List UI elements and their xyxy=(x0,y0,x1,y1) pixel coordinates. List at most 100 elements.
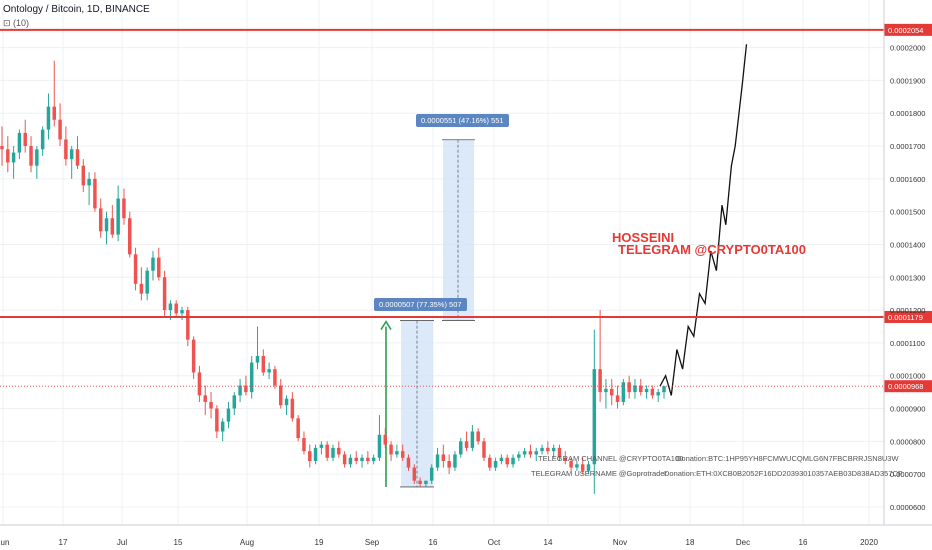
candle-body xyxy=(267,369,271,373)
candle-body xyxy=(29,146,33,166)
x-tick-label: 15 xyxy=(174,538,183,547)
candle-body xyxy=(35,149,39,166)
candle-body xyxy=(377,434,382,458)
x-tick-label: Jul xyxy=(117,538,127,547)
candle-body xyxy=(69,149,74,160)
candle-body xyxy=(232,395,237,409)
candle-body xyxy=(429,467,434,481)
candle-body xyxy=(633,385,637,393)
candle-body xyxy=(168,303,173,311)
candle-body xyxy=(261,356,266,373)
candle-body xyxy=(627,382,631,393)
candle-body xyxy=(639,385,643,393)
candle-body xyxy=(215,408,219,432)
candle-body xyxy=(116,198,120,235)
candle-body xyxy=(122,198,126,219)
y-tick-label: 0.0001700 xyxy=(890,142,925,151)
candle-body xyxy=(604,388,608,393)
last-price-tag xyxy=(884,380,932,393)
candle-body xyxy=(284,398,289,406)
candle-body xyxy=(389,444,393,455)
candle-body xyxy=(302,438,306,452)
candle-body xyxy=(98,208,103,232)
candle-body xyxy=(17,132,22,153)
y-tick-label: 0.0000600 xyxy=(890,503,925,512)
candle-body xyxy=(522,451,527,455)
candle-body xyxy=(575,464,579,468)
candle-body xyxy=(52,106,57,120)
candle-body xyxy=(273,369,277,386)
x-tick-label: Aug xyxy=(240,538,254,547)
candle-body xyxy=(366,457,370,462)
price-scale[interactable]: 0.0002000 0.0001900 0.0001800 0.0001700 0.00… xyxy=(883,0,925,525)
candle-body xyxy=(644,388,649,393)
candle-body xyxy=(569,461,573,468)
candle-body xyxy=(412,467,417,481)
measure-range-2 xyxy=(443,139,474,321)
x-axis: Jun 17 Jul 15 Aug 19 Sep 16 Oct 14 Nov 18 Dec 16 2020 xyxy=(0,524,932,547)
candle-body xyxy=(464,441,469,448)
y-tick-label: 0.0001900 xyxy=(890,76,925,85)
candle-body xyxy=(470,431,475,448)
telegram-annotation: TELEGRAM @CRYPTO0TA100 xyxy=(618,242,806,257)
measure-label-2: 0.0000551 (47.16%) 551 xyxy=(416,114,509,127)
donation-btc-note: Donation:BTC:1HP95YH8FCMWUCQMLG6N7FBCBRR… xyxy=(676,454,899,463)
candle-body xyxy=(157,257,161,278)
candle-body xyxy=(435,454,440,468)
last-price-label: 0.0000968 xyxy=(888,382,923,391)
candle-body xyxy=(609,388,614,396)
candle-body xyxy=(308,451,312,462)
candle-body xyxy=(290,398,295,419)
candle-body xyxy=(546,447,550,452)
x-tick-label: Nov xyxy=(613,538,627,547)
candle-body xyxy=(400,451,405,458)
resistance-price-label: 0.0001179 xyxy=(888,313,923,322)
candle-body xyxy=(650,388,655,396)
x-tick-label: 18 xyxy=(686,538,695,547)
candle-body xyxy=(406,457,411,468)
candle-body xyxy=(418,480,422,484)
telegram-channel-note: TELEGRAM CHANNEL @CRYPTO0TA100 xyxy=(538,454,684,463)
candle-body xyxy=(534,451,538,455)
x-tick-label: Sep xyxy=(365,538,380,547)
candle-body xyxy=(87,178,91,186)
candle-body xyxy=(93,178,97,209)
candle-body xyxy=(75,149,80,166)
candle-body xyxy=(23,132,27,147)
candle-body xyxy=(238,385,242,396)
candle-body xyxy=(186,310,190,340)
indicator-legend: ⊡ (10) xyxy=(3,18,29,29)
x-tick-label: 16 xyxy=(799,538,808,547)
candlestick-series xyxy=(0,60,666,494)
candle-body xyxy=(383,434,388,445)
candle-body xyxy=(40,129,45,150)
y-tick-label: 0.0002000 xyxy=(890,44,925,53)
candle-body xyxy=(255,356,260,363)
candle-body xyxy=(319,444,324,448)
candle-body xyxy=(58,119,62,140)
candle-body xyxy=(598,369,602,393)
candle-body xyxy=(563,457,568,462)
y-tick-label: 0.0001500 xyxy=(890,208,925,217)
candle-body xyxy=(371,457,376,462)
projection-line xyxy=(659,44,748,396)
candle-body xyxy=(197,372,202,396)
y-tick-label: 0.0000800 xyxy=(890,437,925,446)
candle-body xyxy=(517,454,521,458)
candle-body xyxy=(203,395,207,402)
candle-body xyxy=(278,385,283,406)
candle-body xyxy=(592,369,597,465)
x-tick-label: 16 xyxy=(429,538,438,547)
candle-body xyxy=(360,457,364,462)
up-arrow-head-icon xyxy=(380,320,392,331)
candle-body xyxy=(145,270,149,294)
resistance-levels: 0.0002054 0.0001179 0.0000968 xyxy=(0,23,932,393)
candle-body xyxy=(296,418,300,439)
candle-body xyxy=(511,457,515,465)
candle-body xyxy=(6,149,10,163)
y-tick-label: 0.0000700 xyxy=(890,470,925,479)
candle-body xyxy=(337,447,341,455)
candle-body xyxy=(348,457,353,465)
candle-body xyxy=(493,461,498,468)
